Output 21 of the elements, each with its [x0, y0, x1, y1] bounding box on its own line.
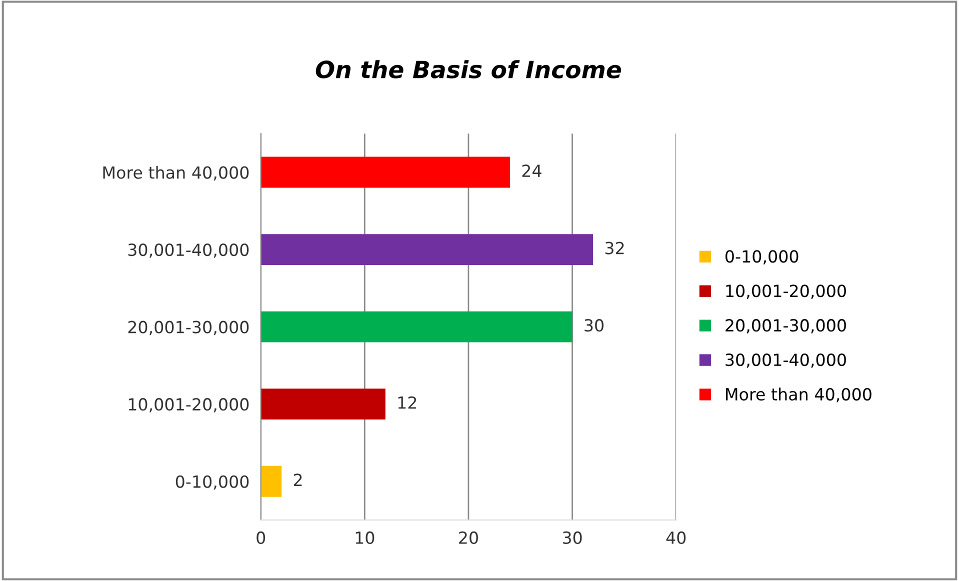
x-tick-label: 30	[562, 531, 582, 544]
y-tick-label: More than 40,000	[103, 166, 249, 181]
legend-label: 30,001-40,000	[726, 354, 846, 368]
data-label: 32	[605, 242, 624, 254]
x-tick-label: 20	[459, 531, 478, 544]
x-tick-label: 10	[356, 531, 374, 544]
y-tick-label: 0-10,000	[176, 475, 249, 490]
y-tick-label: 30,001-40,000	[128, 244, 249, 258]
chart-title: On the Basis of Income	[316, 60, 622, 78]
data-label: 12	[398, 396, 416, 409]
legend-label: 0-10,000	[726, 250, 798, 264]
legend-label: 10,001-20,000	[726, 284, 846, 299]
x-tick-label: 0	[256, 531, 266, 544]
y-tick-label: 20,001-30,000	[128, 320, 249, 336]
x-tick-label: 40	[666, 531, 686, 544]
data-label: 30	[584, 319, 604, 332]
data-label: 24	[522, 164, 542, 177]
y-tick-label: 10,001-20,000	[128, 398, 249, 412]
legend-label: More than 40,000	[726, 388, 872, 402]
data-label: 2	[294, 474, 302, 486]
legend-label: 20,001-30,000	[726, 319, 846, 334]
